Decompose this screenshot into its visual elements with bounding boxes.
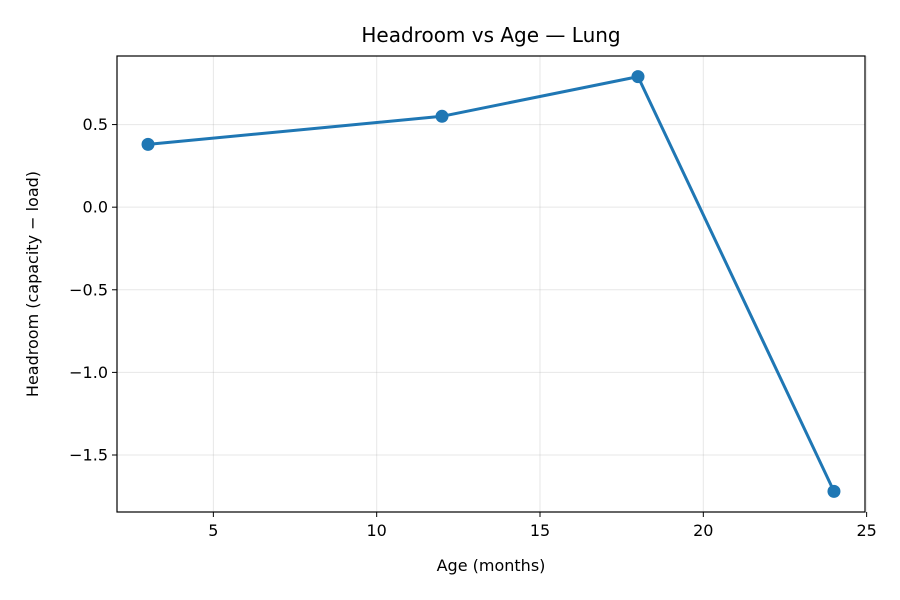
- x-tick-label: 15: [530, 521, 550, 540]
- y-tick-label: −1.0: [69, 363, 108, 382]
- y-tick-label: −0.5: [69, 280, 108, 299]
- series-layer: [141, 70, 841, 498]
- plot-frame: [116, 55, 866, 513]
- y-tick-label: 0.5: [83, 115, 108, 134]
- data-point: [141, 137, 155, 151]
- y-axis: −1.5 −1.0 −0.5 0.0 0.5: [69, 115, 117, 465]
- data-point: [827, 484, 841, 498]
- x-axis: 5 10 15 20 25: [208, 512, 877, 540]
- x-tick-label: 25: [856, 521, 876, 540]
- x-tick-label: 20: [693, 521, 713, 540]
- y-tick-label: 0.0: [83, 198, 108, 217]
- x-axis-label: Age (months): [437, 556, 546, 575]
- x-tick-label: 5: [208, 521, 218, 540]
- y-axis-label: Headroom (capacity − load): [23, 171, 42, 397]
- y-tick-label: −1.5: [69, 446, 108, 465]
- series-line: [146, 75, 836, 493]
- plot-background: [117, 56, 865, 512]
- chart-title: Headroom vs Age — Lung: [361, 23, 620, 47]
- data-point: [435, 109, 449, 123]
- x-tick-label: 10: [366, 521, 386, 540]
- data-point: [631, 70, 645, 84]
